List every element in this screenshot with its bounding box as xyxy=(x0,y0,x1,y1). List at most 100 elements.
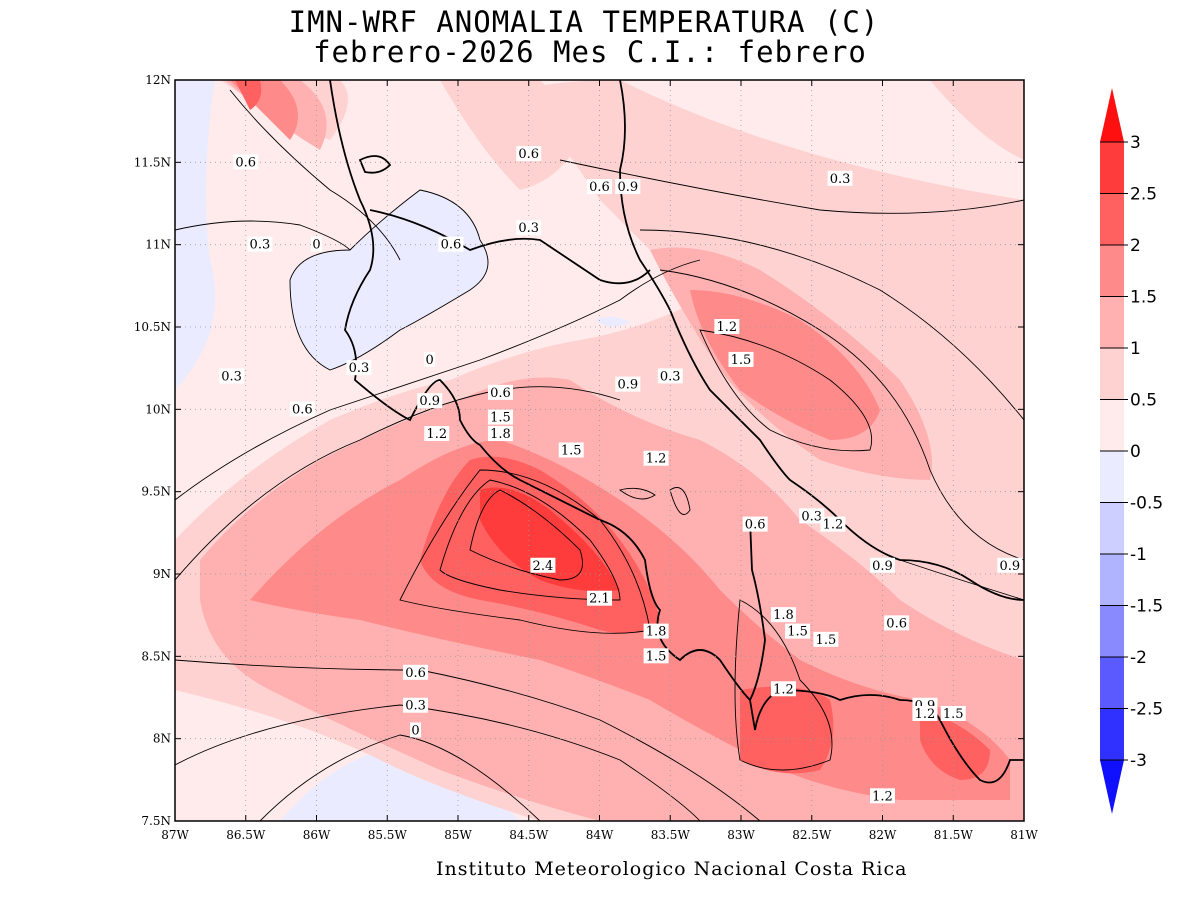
x-tick-label: 86.5W xyxy=(226,828,266,842)
contour-label-bg xyxy=(940,705,966,721)
colorbar-label: 1 xyxy=(1130,339,1141,359)
border-cr-pan xyxy=(749,519,766,701)
coastline-pacific xyxy=(329,80,1024,784)
colorbar-segment xyxy=(1100,451,1124,503)
contour-label-bg xyxy=(643,623,669,639)
contour-line xyxy=(175,220,351,251)
contour-label: 1.8 xyxy=(770,607,796,623)
contour-label-bg xyxy=(799,508,825,524)
grid-lines xyxy=(175,80,1024,821)
contour-label-text: 0.3 xyxy=(250,238,271,253)
contour-label-bg xyxy=(870,788,895,804)
colorbar-label: -1.5 xyxy=(1130,597,1163,617)
y-tick-label: 7.5N xyxy=(141,814,171,828)
contour-label: 1.2 xyxy=(714,319,740,335)
contour-label-text: 0.6 xyxy=(518,147,539,162)
x-tick-label: 83W xyxy=(727,828,755,842)
contour-label-bg xyxy=(643,648,669,664)
contour-label-text: 0.6 xyxy=(886,616,907,631)
colorbar-segment xyxy=(1100,554,1124,606)
contour-label-text: 1.2 xyxy=(773,682,794,697)
contour-label-text: 1.8 xyxy=(490,427,511,442)
contour-line xyxy=(659,269,1024,561)
contour-label-text: 1.2 xyxy=(717,320,738,335)
map-title-line1: IMN-WRF ANOMALIA TEMPERATURA (C) xyxy=(288,5,880,39)
y-tick-label: 12N xyxy=(145,73,171,87)
colorbar-label: 0.5 xyxy=(1130,391,1157,411)
border-nic-cr xyxy=(369,209,651,285)
contour-label-text: 1.8 xyxy=(773,608,794,623)
contour-label-bg xyxy=(870,557,895,573)
contour-label-bg xyxy=(742,516,768,532)
contour-label-bg xyxy=(912,705,938,721)
contour-line xyxy=(559,159,1024,214)
contour-label: 1.5 xyxy=(643,648,669,664)
contour-label-bg xyxy=(558,442,584,458)
contour-label: 0.6 xyxy=(233,154,259,170)
y-tick-label: 8N xyxy=(153,732,171,746)
contour-label-text: 0.3 xyxy=(830,172,851,187)
contour-label: 1.2 xyxy=(912,705,938,722)
contour-line xyxy=(618,487,656,500)
contour-label: 1.2 xyxy=(424,426,450,442)
contour-label-text: 0.6 xyxy=(292,402,313,417)
contour-label-text: 1.5 xyxy=(816,633,837,648)
contour-label-bg xyxy=(770,607,796,623)
contour-label-bg xyxy=(770,681,796,697)
contour-line xyxy=(639,229,1024,421)
contour-label: 0.9 xyxy=(417,393,443,409)
colorbar-label: 2 xyxy=(1130,236,1141,256)
contour-label: 1.2 xyxy=(643,450,669,467)
contour-label-bg xyxy=(997,557,1023,573)
contour-label-bg xyxy=(884,615,910,631)
y-tick-label: 9.5N xyxy=(141,485,171,499)
contour-label: 0.6 xyxy=(487,384,513,401)
colorbar-label: -2.5 xyxy=(1130,700,1163,720)
negative-zone-west xyxy=(175,80,216,390)
colorbar-label: 1.5 xyxy=(1130,288,1157,308)
contour-line xyxy=(289,189,489,371)
contour-label-bg xyxy=(289,401,315,417)
contour-label-text: 1.5 xyxy=(731,353,752,368)
x-tick-label: 87W xyxy=(161,828,189,842)
contour-label: 1.2 xyxy=(770,681,796,697)
lake-nicaragua xyxy=(358,155,392,174)
contour-label-text: 0.6 xyxy=(589,180,610,195)
contour-label-text: 0 xyxy=(312,238,320,253)
contour-label: 0 xyxy=(424,351,436,368)
contour-label-bg xyxy=(615,376,641,392)
contour-label-text: 0.9 xyxy=(617,378,638,393)
contour-label: 1.5 xyxy=(558,442,584,459)
contour-label-bg xyxy=(424,426,450,442)
contour-label-bg xyxy=(487,409,513,425)
contour-label-bg xyxy=(643,450,669,466)
contour-label-text: 0.6 xyxy=(441,238,462,253)
contour-label-text: 1.5 xyxy=(943,707,964,722)
contour-label: 0.3 xyxy=(827,170,853,187)
contour-label-bg xyxy=(587,179,612,195)
contour-label: 1.8 xyxy=(487,426,513,442)
contour-label-text: 1.2 xyxy=(915,707,936,722)
contour-label: 0.3 xyxy=(219,368,245,384)
contour-label: 2.1 xyxy=(587,590,612,607)
contour-label: 0.9 xyxy=(615,376,641,393)
x-tick-label: 82.5W xyxy=(792,828,832,842)
colorbar-label: 3 xyxy=(1130,133,1141,153)
contour-label-bg xyxy=(233,154,259,170)
contour-label-bg xyxy=(487,426,513,442)
contour-label-bg xyxy=(438,236,464,252)
contour-label-text: 0.9 xyxy=(872,559,893,574)
y-tick-label: 10N xyxy=(145,402,171,416)
contour-label-text: 1.2 xyxy=(823,518,844,533)
contour-label-bg xyxy=(417,393,443,409)
contour-line xyxy=(899,559,1024,601)
contour-label: 0.6 xyxy=(516,146,542,162)
contour-label: 0.6 xyxy=(884,615,910,631)
contour-label: 0.3 xyxy=(799,508,825,524)
contour-line xyxy=(669,487,691,515)
colorbar-label: 0 xyxy=(1130,442,1141,462)
contour-label: 1.2 xyxy=(820,516,846,533)
colorbar-label: -2 xyxy=(1130,648,1147,668)
contour-label-text: 0.6 xyxy=(235,155,256,170)
